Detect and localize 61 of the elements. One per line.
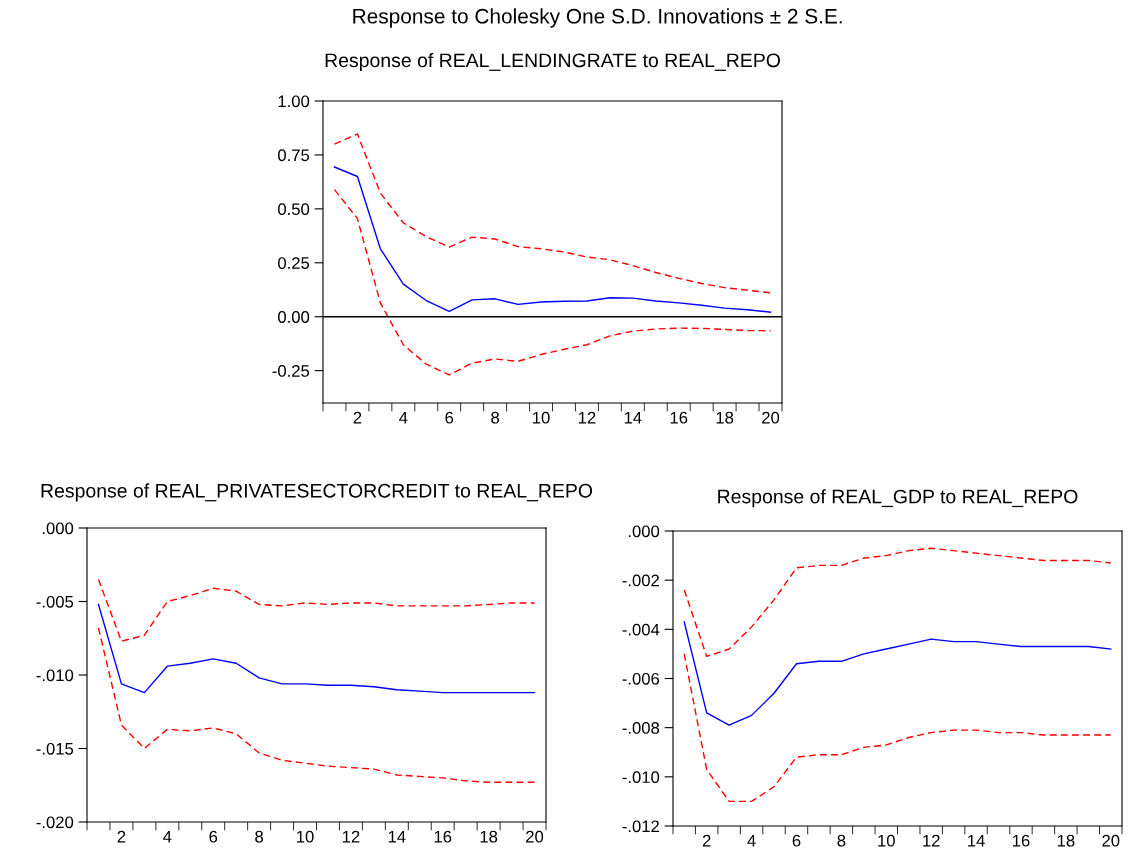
x-tick-label: 2: [117, 830, 126, 843]
chart-title: Response to Cholesky One S.D. Innovations ± 2 S.E.: [353, 8, 842, 28]
y-tick-label: 0.75: [278, 149, 310, 162]
x-tick-label: 8: [837, 834, 846, 847]
line-series: [683, 653, 1112, 803]
y-tick-label: -0.25: [272, 365, 310, 377]
y-tick-label: 0.25: [278, 257, 310, 269]
x-tick-label: 20: [762, 411, 780, 424]
x-tick-label: 18: [716, 411, 734, 424]
x-tick-label: 16: [434, 830, 452, 843]
x-tick-label: 18: [480, 830, 498, 843]
line-series: [97, 578, 536, 642]
line-series: [97, 627, 536, 784]
x-tick-label: 4: [399, 411, 408, 424]
chart-title: Response of REAL_PRIVATESECTORCREDIT to REAL_REPO: [41, 483, 593, 502]
y-tick-label: .000: [42, 522, 74, 535]
x-tick-label: 10: [878, 834, 895, 847]
chart-title: Response of REAL_GDP to REAL_REPO: [718, 489, 1078, 508]
line-series: [333, 166, 772, 313]
x-tick-label: 2: [702, 834, 711, 847]
y-tick-label: -.010: [36, 669, 74, 682]
y-tick-label: -.002: [622, 574, 659, 587]
y-tick-label: 1.00: [278, 95, 310, 108]
line-series: [333, 188, 772, 376]
chart-subtitle: Response of REAL_LENDINGRATE to REAL_REPO: [325, 52, 780, 72]
x-tick-label: 4: [163, 830, 172, 843]
x-tick-label: 6: [792, 834, 801, 847]
x-tick-label: 14: [968, 834, 985, 847]
y-tick-label: 0.50: [278, 203, 310, 216]
line-series: [97, 603, 536, 694]
x-tick-label: 6: [445, 411, 454, 424]
x-tick-label: 12: [923, 834, 940, 847]
line-series: [683, 621, 1112, 726]
y-tick-label: -.010: [622, 771, 660, 784]
y-tick-label: -.005: [36, 595, 74, 608]
x-tick-label: 4: [747, 834, 756, 847]
x-tick-label: 6: [209, 830, 218, 843]
x-tick-label: 2: [353, 411, 362, 424]
x-tick-label: 20: [1102, 834, 1120, 847]
y-tick-label: -.015: [36, 742, 74, 755]
x-tick-label: 8: [491, 411, 500, 424]
x-tick-label: 18: [1057, 834, 1075, 847]
y-tick-label: .000: [628, 525, 660, 538]
x-tick-label: 16: [1012, 834, 1030, 847]
y-tick-label: 0.00: [278, 311, 310, 323]
x-tick-label: 14: [388, 830, 406, 843]
line-series: [333, 133, 772, 294]
x-tick-label: 14: [624, 411, 642, 424]
y-tick-label: -.012: [622, 820, 659, 833]
x-tick-label: 10: [533, 411, 550, 424]
x-tick-label: 8: [255, 830, 264, 843]
x-tick-label: 12: [342, 830, 360, 843]
x-tick-label: 10: [297, 830, 314, 843]
x-tick-label: 12: [578, 411, 596, 424]
y-tick-label: -.004: [622, 623, 660, 636]
line-series: [683, 547, 1112, 658]
y-tick-label: -.008: [622, 722, 660, 734]
x-tick-label: 20: [526, 830, 544, 843]
x-tick-label: 16: [670, 411, 688, 424]
y-tick-label: -.020: [36, 816, 74, 829]
y-tick-label: -.006: [622, 672, 660, 685]
